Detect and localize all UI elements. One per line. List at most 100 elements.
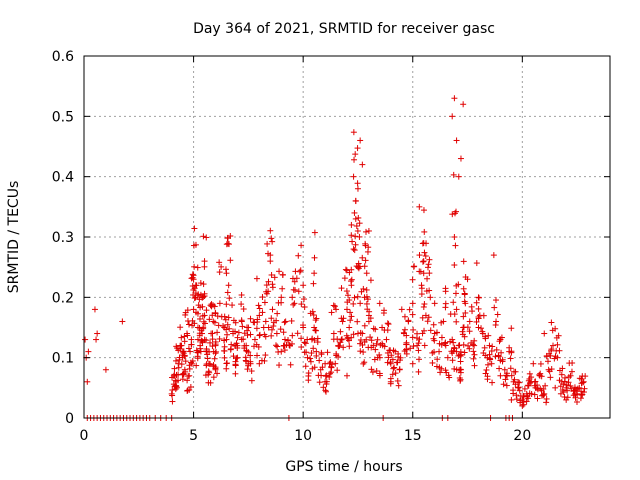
data-point [191, 285, 198, 292]
data-point [169, 374, 176, 381]
data-point [452, 210, 459, 217]
data-point [303, 349, 310, 356]
data-point [563, 384, 570, 391]
data-point [322, 373, 329, 380]
data-point [232, 358, 239, 365]
data-point [374, 336, 381, 343]
data-point [449, 113, 456, 120]
data-point [512, 368, 519, 375]
data-point [207, 379, 214, 386]
data-point [438, 319, 445, 326]
data-point [363, 293, 370, 300]
data-point [223, 365, 230, 372]
data-point [531, 391, 538, 398]
data-point [507, 355, 514, 362]
data-point [350, 246, 357, 253]
data-point [276, 362, 283, 369]
data-point [452, 242, 459, 249]
data-point [567, 382, 574, 389]
data-point [475, 313, 482, 320]
data-point [263, 282, 270, 289]
data-point [280, 342, 287, 349]
data-point [357, 137, 364, 144]
data-point [372, 326, 379, 333]
data-point [291, 278, 298, 285]
data-point [224, 289, 231, 296]
data-point [481, 344, 488, 351]
data-point [361, 263, 368, 270]
data-point [297, 267, 304, 274]
data-point [178, 361, 185, 368]
data-point [85, 348, 92, 355]
data-point [413, 335, 420, 342]
data-point [331, 303, 338, 310]
data-point [427, 327, 434, 334]
data-point [462, 274, 469, 281]
data-point [480, 312, 487, 319]
data-point [200, 293, 207, 300]
data-point [264, 240, 271, 247]
data-point [256, 312, 263, 319]
data-point [271, 274, 278, 281]
data-point [199, 312, 206, 319]
data-point [464, 342, 471, 349]
data-point [215, 322, 222, 329]
data-point [186, 386, 193, 393]
data-point [209, 312, 216, 319]
data-point [194, 355, 201, 362]
data-point [322, 387, 329, 394]
data-point [537, 370, 544, 377]
data-point [347, 317, 354, 324]
data-point [387, 359, 394, 366]
data-point [420, 207, 427, 214]
data-point [457, 366, 464, 373]
data-point [262, 352, 269, 359]
data-point [224, 240, 231, 247]
data-point [466, 318, 473, 325]
data-point [525, 382, 532, 389]
data-point [457, 358, 464, 365]
data-point [251, 336, 258, 343]
data-point [516, 379, 523, 386]
data-point [346, 297, 353, 304]
data-point [313, 352, 320, 359]
data-point [338, 336, 345, 343]
data-point [508, 348, 515, 355]
data-point [368, 366, 375, 373]
data-point [356, 340, 363, 347]
data-point [310, 345, 317, 352]
x-tick-label: 10 [294, 428, 312, 444]
data-point [422, 252, 429, 259]
data-point [511, 376, 518, 383]
data-point [438, 341, 445, 348]
data-point [169, 387, 176, 394]
data-point [240, 306, 247, 313]
data-point [508, 325, 515, 332]
data-point [207, 339, 214, 346]
data-point [221, 337, 228, 344]
data-point [515, 379, 522, 386]
data-point [484, 376, 491, 383]
data-point [300, 296, 307, 303]
data-point [248, 368, 255, 375]
data-point [207, 302, 214, 309]
data-point [426, 270, 433, 277]
data-point [295, 288, 302, 295]
data-point [373, 340, 380, 347]
data-point [450, 299, 457, 306]
data-point [190, 242, 197, 249]
data-point [179, 348, 186, 355]
data-point [457, 155, 464, 162]
data-point [255, 343, 262, 350]
data-point [344, 372, 350, 379]
data-point [232, 328, 239, 335]
data-point [407, 345, 414, 352]
data-point [460, 258, 467, 265]
data-point [457, 353, 464, 360]
data-point [311, 337, 318, 344]
data-point [250, 319, 257, 326]
data-point [278, 294, 285, 301]
data-point [256, 360, 263, 367]
data-point [273, 317, 280, 324]
